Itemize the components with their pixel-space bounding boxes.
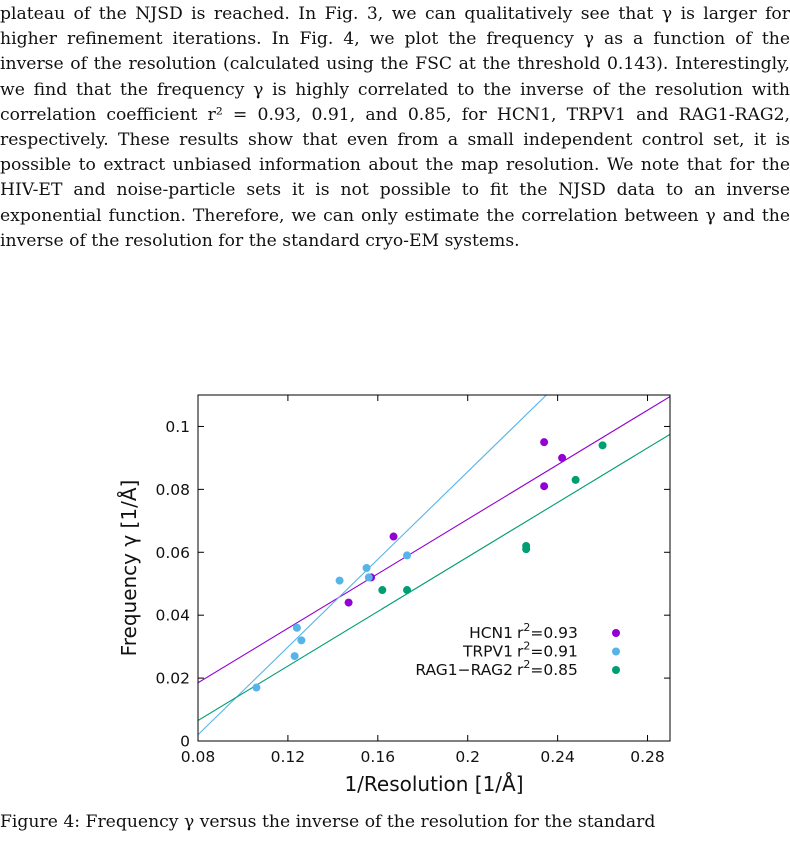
legend-r2: r2=0.91 [517,640,578,661]
fit-line-0 [198,396,670,684]
legend-r2: r2=0.85 [517,658,578,679]
y-tick-label: 0.08 [155,481,190,499]
body-paragraph: plateau of the NJSD is reached. In Fig. … [0,2,790,254]
legend-series-name: TRPV1 [462,643,513,661]
y-tick-label: 0.02 [155,670,190,688]
data-point-1-6 [364,573,373,582]
legend-series-name: RAG1−RAG2 [415,661,513,679]
y-axis-ticks: 0 0.02 0.04 0.06 0.08 0.1 [155,418,670,751]
data-point-1-0 [252,683,261,692]
y-tick-label: 0 [180,733,190,751]
x-tick-label: 0.24 [540,748,575,766]
x-axis-ticks: 0.08 0.12 0.16 0.2 0.24 0.28 [181,395,665,766]
data-point-1-5 [362,564,371,572]
data-point-0-2 [389,532,398,541]
data-point-1-2 [292,623,301,632]
body-text: plateau of the NJSD is reached. In Fig. … [0,4,790,251]
data-point-1-1 [290,652,299,661]
data-point-2-0 [378,586,387,595]
legend-marker [612,647,620,656]
y-tick-label: 0.04 [155,607,190,625]
caption-text: Figure 4: Frequency γ versus the inverse… [0,812,656,832]
scatter-chart: 0.08 0.12 0.16 0.2 0.24 0.28 00.020.040.060.0… [117,394,671,796]
data-point-1-7 [403,551,412,560]
plot-frame [197,394,671,742]
legend-series-name: HCN1 [469,624,513,642]
data-point-0-3 [540,482,549,491]
y-axis-label: Frequency γ [1/Å] [117,480,141,657]
x-tick-label: 0.28 [630,748,665,766]
y-tick-label: 0.1 [165,418,190,436]
figure-4: 0.08 0.12 0.16 0.2 0.24 0.28 0 0.02 0.04 0.06 0.0… [70,378,710,808]
data-point-0-4 [540,438,549,447]
x-tick-label: 0.12 [271,748,306,766]
figure-caption: Figure 4: Frequency γ versus the inverse… [0,810,790,835]
data-point-2-1 [403,586,412,595]
legend-r2: r2=0.93 [517,621,578,642]
fit-line-1 [198,395,547,736]
fit-line-2 [198,433,670,722]
data-points [252,438,607,692]
data-point-0-0 [344,598,353,607]
legend-marker [612,666,620,674]
fit-lines [198,395,670,736]
x-tick-label: 0.16 [361,748,396,766]
data-point-2-5 [598,441,607,450]
x-axis-label: 1/Resolution [1/Å] [344,772,523,796]
x-tick-label: 0.2 [455,748,480,766]
y-tick-label: 0.06 [155,544,190,562]
data-point-1-3 [297,636,306,645]
x-tick-label: 0.08 [181,748,216,766]
data-point-0-5 [558,453,567,462]
data-point-2-4 [571,475,580,484]
data-point-1-4 [335,576,344,585]
legend-marker [612,629,620,637]
data-point-2-3 [522,541,531,550]
